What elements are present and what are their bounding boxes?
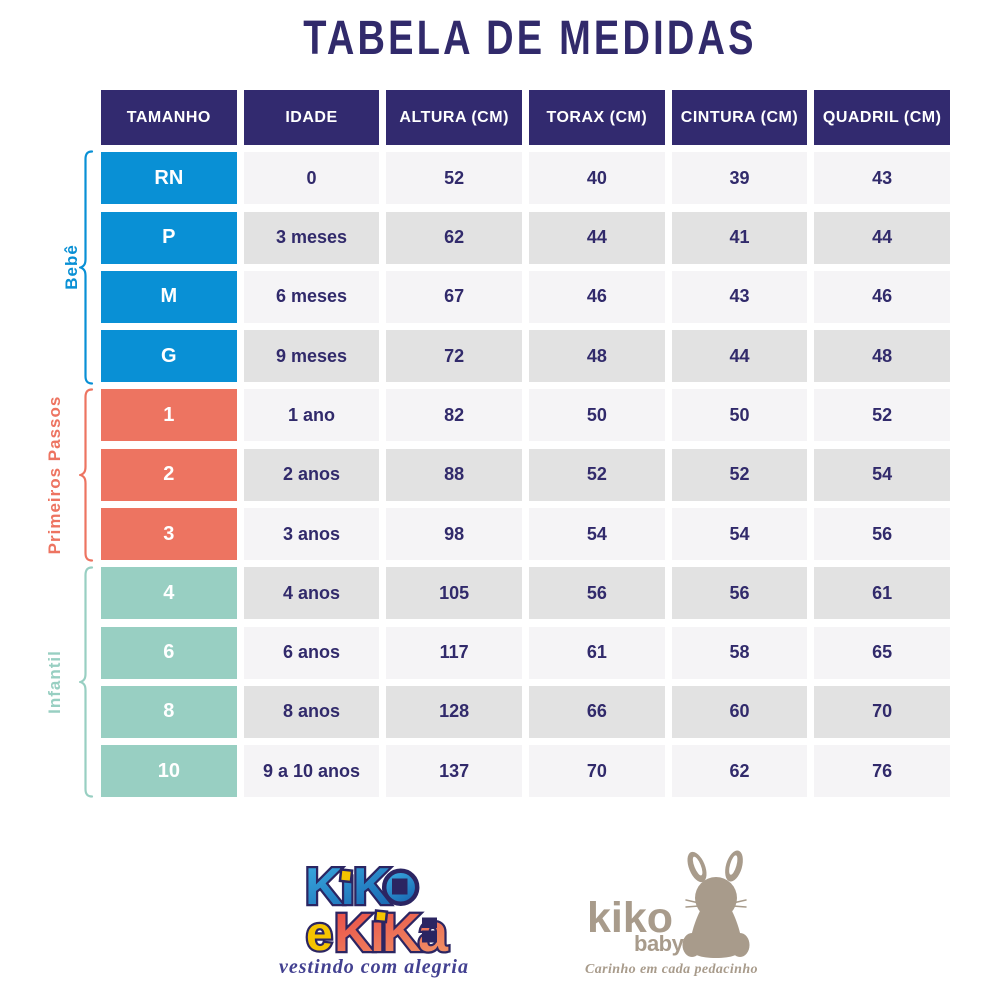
svg-text:baby: baby <box>634 931 685 956</box>
svg-text:KıK: KıK <box>305 858 391 916</box>
svg-text:Carinho em cada pedacinho: Carinho em cada pedacinho <box>585 962 758 977</box>
svg-text:vestindo com alegria: vestindo com alegria <box>279 956 469 978</box>
svg-text:e: e <box>306 908 333 961</box>
svg-text:KıKa: KıKa <box>334 903 449 963</box>
svg-text:kiko: kiko <box>587 894 673 942</box>
